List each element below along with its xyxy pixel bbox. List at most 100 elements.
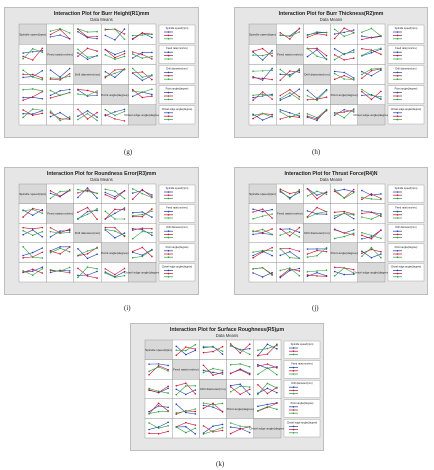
data-point <box>298 115 301 117</box>
data-point <box>148 428 150 431</box>
data-point <box>279 191 282 193</box>
data-point <box>276 387 278 389</box>
panel-title: Interaction Plot for Roundness Error(R3)… <box>46 171 157 177</box>
legend-marker <box>292 406 295 408</box>
data-point <box>298 250 301 253</box>
data-point <box>123 218 126 220</box>
data-point <box>316 270 318 272</box>
data-point <box>131 214 134 217</box>
data-point <box>31 251 34 254</box>
data-point <box>343 116 345 119</box>
data-point <box>185 385 187 387</box>
data-point <box>41 247 44 249</box>
interaction-cell <box>46 104 75 126</box>
data-point <box>298 267 301 270</box>
data-point <box>257 383 259 386</box>
legend-marker <box>292 373 295 375</box>
data-point <box>343 31 345 34</box>
data-point <box>114 118 116 120</box>
data-point <box>68 118 71 120</box>
data-point <box>380 90 382 93</box>
data-point <box>86 213 89 216</box>
interaction-plot-panel: Interaction Plot for Roundness Error(R3)… <box>4 167 199 295</box>
data-point <box>276 373 278 376</box>
data-point <box>141 57 144 59</box>
legend-marker <box>396 253 399 255</box>
data-point <box>271 274 273 276</box>
data-point <box>114 69 116 71</box>
data-point <box>59 79 61 81</box>
legend-marker <box>292 432 295 434</box>
interaction-plot-panel: Interaction Plot for Burr Height(R1)mm Da… <box>4 7 199 138</box>
data-point <box>41 226 44 229</box>
factor-label: Chisel edge angle(degree) <box>249 426 285 430</box>
data-point <box>194 384 197 387</box>
data-point <box>261 93 264 96</box>
legend-title: Chisel edge angle(degree) <box>162 264 193 268</box>
data-point <box>114 72 116 75</box>
factor-label: Point angle(degree) <box>331 93 358 97</box>
data-point <box>31 208 34 211</box>
data-point <box>380 53 382 56</box>
data-point <box>114 212 116 215</box>
data-point <box>131 229 134 231</box>
panel-title: Interaction Plot for Thrust Force(R4)N <box>284 171 378 177</box>
data-point <box>343 267 345 269</box>
data-point <box>49 236 52 238</box>
data-point <box>185 411 187 414</box>
data-point <box>141 53 144 56</box>
data-point <box>261 70 264 72</box>
data-point <box>49 97 52 99</box>
data-point <box>148 373 150 376</box>
data-point <box>96 111 98 114</box>
data-point <box>361 250 363 253</box>
data-point <box>257 373 259 376</box>
factor-label: Feed rate(mm/rev) <box>277 212 303 216</box>
data-point <box>325 89 328 92</box>
legend-title: Spindle speed(rpm) <box>395 26 418 30</box>
data-point <box>333 211 336 214</box>
data-point <box>289 88 291 91</box>
data-point <box>59 232 61 235</box>
data-point <box>266 367 269 369</box>
data-point <box>248 373 251 376</box>
data-point <box>123 38 126 40</box>
data-point <box>212 403 214 406</box>
data-point <box>114 190 116 193</box>
data-point <box>59 27 61 30</box>
legend-marker <box>396 98 399 101</box>
data-point <box>141 96 144 99</box>
data-point <box>31 114 34 117</box>
data-point <box>370 198 373 200</box>
data-point <box>352 234 355 236</box>
legend-marker <box>167 118 170 121</box>
data-point <box>370 68 373 70</box>
panel-title: Interaction Plot for Burr Thickness(R2)m… <box>278 11 384 17</box>
data-point <box>352 108 355 110</box>
interaction-cell <box>276 242 304 263</box>
interaction-cell <box>100 183 129 204</box>
data-point <box>104 226 107 229</box>
legend-marker <box>292 425 295 428</box>
data-point <box>49 251 52 254</box>
data-point <box>325 54 328 57</box>
data-point <box>271 69 273 72</box>
data-point <box>306 210 309 212</box>
data-point <box>257 349 259 352</box>
legend-marker <box>396 118 399 121</box>
data-point <box>185 410 187 413</box>
data-point <box>68 266 71 269</box>
data-point <box>96 37 98 40</box>
data-point <box>380 250 382 253</box>
data-point <box>148 410 150 413</box>
data-point <box>41 77 44 79</box>
data-point <box>316 116 318 119</box>
data-point <box>261 91 264 93</box>
data-point <box>22 73 24 76</box>
data-point <box>194 343 197 346</box>
data-point <box>41 90 44 92</box>
data-point <box>248 386 251 388</box>
data-point <box>96 218 98 220</box>
interaction-cell <box>303 44 331 65</box>
data-point <box>114 226 116 229</box>
